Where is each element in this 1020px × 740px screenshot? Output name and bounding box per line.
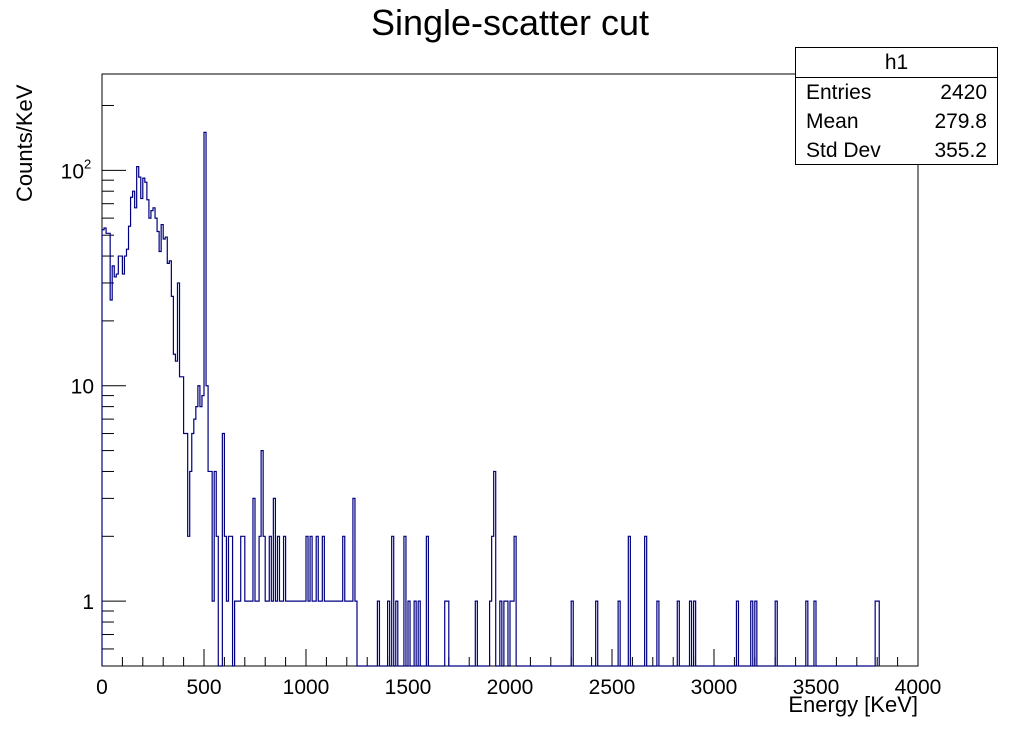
stats-name: h1 xyxy=(796,48,997,78)
y-tick-label: 1 xyxy=(82,591,94,614)
stats-key: Entries xyxy=(806,81,872,104)
y-tick-label: 10 xyxy=(61,160,84,183)
x-axis-label: Energy [KeV] xyxy=(788,692,918,717)
stats-value: 355.2 xyxy=(934,139,987,162)
x-tick-label: 3500 xyxy=(793,676,840,699)
histogram-line xyxy=(101,131,880,667)
y-axis-label: Counts/KeV xyxy=(12,84,37,202)
stats-row-mean: Mean 279.8 xyxy=(796,107,997,136)
x-tick-label: 2500 xyxy=(589,676,636,699)
y-tick-label: 10 xyxy=(71,376,94,399)
stats-key: Mean xyxy=(806,110,859,133)
axis-ticks xyxy=(101,104,919,667)
x-tick-label: 4000 xyxy=(895,676,942,699)
x-tick-label: 2000 xyxy=(487,676,534,699)
y-tick-exponent: 2 xyxy=(84,156,91,171)
stats-box: h1 Entries 2420 Mean 279.8 Std Dev 355.2 xyxy=(795,47,998,165)
stats-value: 2420 xyxy=(940,81,987,104)
x-tick-label: 1000 xyxy=(283,676,330,699)
stats-key: Std Dev xyxy=(806,139,881,162)
x-tick-label: 1500 xyxy=(385,676,432,699)
chart-title: Single-scatter cut xyxy=(370,2,650,43)
x-tick-label: 3000 xyxy=(691,676,738,699)
x-tick-label: 0 xyxy=(96,676,108,699)
stats-row-entries: Entries 2420 xyxy=(796,78,997,107)
stats-row-stddev: Std Dev 355.2 xyxy=(796,136,997,165)
stats-value: 279.8 xyxy=(934,110,987,133)
x-tick-label: 500 xyxy=(186,676,221,699)
